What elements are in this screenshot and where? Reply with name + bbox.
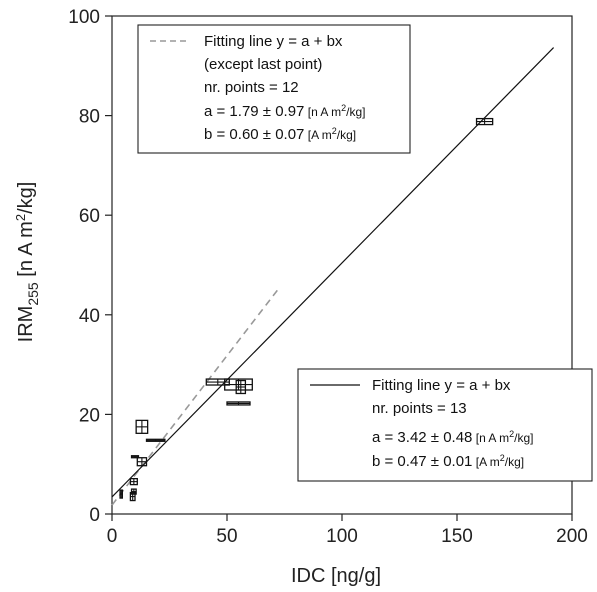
data-point xyxy=(130,488,137,495)
fit-line-solid xyxy=(111,47,555,498)
legend2-line1: Fitting line y = a + bx xyxy=(372,377,511,394)
legend-box-dashed-fit: Fitting line y = a + bx (except last poi… xyxy=(137,24,411,154)
data-point xyxy=(145,438,166,442)
data-point xyxy=(135,419,149,434)
legend1-line2: (except last point) xyxy=(204,56,322,73)
legend-box-solid-fit: Fitting line y = a + bx nr. points = 13 … xyxy=(297,368,593,482)
legend2-param-b: b = 0.47 ± 0.01 [A m2/kg] xyxy=(372,453,524,470)
y-tick-label: 20 xyxy=(79,405,100,426)
data-point xyxy=(119,489,124,499)
x-tick-label: 50 xyxy=(216,526,237,547)
data-points xyxy=(119,117,494,502)
legend1-line1: Fitting line y = a + bx xyxy=(204,33,343,50)
y-tick-label: 80 xyxy=(79,107,100,128)
data-point xyxy=(130,455,140,459)
data-point xyxy=(475,117,494,126)
legend2-line2: nr. points = 13 xyxy=(372,400,467,417)
legend2-param-a: a = 3.42 ± 0.48 [n A m2/kg] xyxy=(372,429,533,446)
axis-ticks: 0 50 100 150 200 0 20 40 60 80 100 xyxy=(68,7,588,547)
x-tick-label: 0 xyxy=(107,526,118,547)
y-tick-label: 0 xyxy=(89,505,100,526)
data-point xyxy=(235,379,247,395)
data-point xyxy=(136,457,148,467)
x-tick-label: 100 xyxy=(326,526,358,547)
legend-frame xyxy=(137,24,411,154)
legend1-param-b: b = 0.60 ± 0.07 [A m2/kg] xyxy=(204,126,356,143)
data-point xyxy=(226,401,251,406)
data-point xyxy=(129,477,138,486)
y-tick-label: 100 xyxy=(68,7,100,28)
legend1-line3: nr. points = 12 xyxy=(204,79,299,96)
x-tick-label: 150 xyxy=(441,526,473,547)
x-axis-title: IDC [ng/g] xyxy=(291,565,381,587)
fit-lines xyxy=(111,47,555,506)
y-tick-label: 40 xyxy=(79,306,100,327)
y-axis-title: IRM255 [n A m2/kg] xyxy=(13,182,41,343)
legend1-param-a: a = 1.79 ± 0.97 [n A m2/kg] xyxy=(204,103,365,120)
fit-line-dashed xyxy=(111,286,281,506)
data-point xyxy=(205,378,230,386)
legend-frame xyxy=(297,368,593,482)
y-tick-label: 60 xyxy=(79,206,100,227)
x-tick-label: 200 xyxy=(556,526,588,547)
